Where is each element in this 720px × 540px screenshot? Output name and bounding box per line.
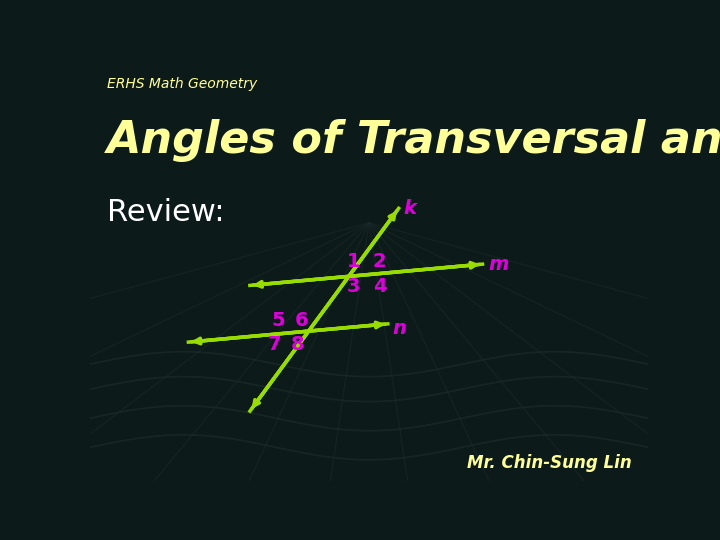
Text: 5: 5	[271, 310, 285, 329]
Text: 1: 1	[347, 253, 361, 272]
Text: ERHS Math Geometry: ERHS Math Geometry	[107, 77, 257, 91]
Text: 7: 7	[268, 335, 282, 354]
Text: m: m	[488, 255, 508, 274]
Text: 6: 6	[294, 310, 308, 329]
Text: 4: 4	[373, 277, 387, 296]
Text: 2: 2	[373, 253, 387, 272]
Text: 3: 3	[347, 277, 361, 296]
Text: 8: 8	[291, 335, 305, 354]
Text: Review:: Review:	[107, 198, 224, 227]
Text: n: n	[392, 319, 406, 338]
Text: Mr. Chin-Sung Lin: Mr. Chin-Sung Lin	[467, 454, 631, 472]
Text: Angles of Transversal and Lines: Angles of Transversal and Lines	[107, 119, 720, 162]
Text: k: k	[403, 199, 416, 218]
